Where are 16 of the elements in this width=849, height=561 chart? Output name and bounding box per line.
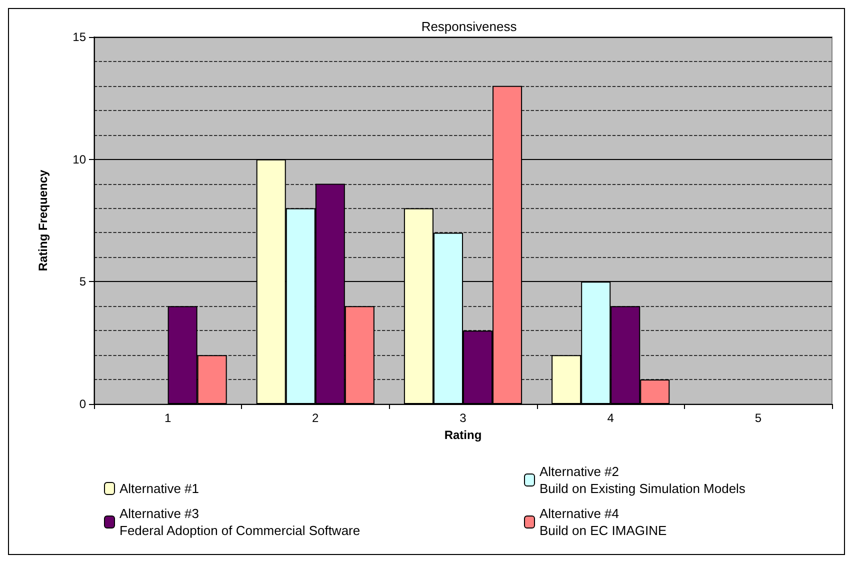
y-tick-label: 15 (72, 30, 86, 44)
x-tick-label: 5 (754, 411, 762, 425)
x-tick-label: 4 (607, 411, 614, 425)
legend-label: Alternative #3 Federal Adoption of Commercial Software (120, 506, 360, 538)
legend-label: Alternative #4 Build on EC IMAGINE (540, 506, 667, 538)
y-tick-label: 0 (79, 397, 86, 411)
y-tick-label: 10 (72, 152, 86, 166)
y-axis-title: Rating Frequency (36, 170, 50, 272)
x-axis-title: Rating (444, 428, 482, 442)
legend-label: Alternative #2 Build on Existing Simulation Models (540, 464, 746, 496)
x-tick-label: 3 (460, 411, 467, 425)
y-tick-label: 5 (79, 274, 86, 289)
x-tick-label: 1 (164, 411, 172, 425)
chart-title: Responsiveness (421, 19, 518, 34)
legend-label: Alternative #1 (120, 481, 199, 496)
x-tick-label: 2 (312, 411, 320, 425)
